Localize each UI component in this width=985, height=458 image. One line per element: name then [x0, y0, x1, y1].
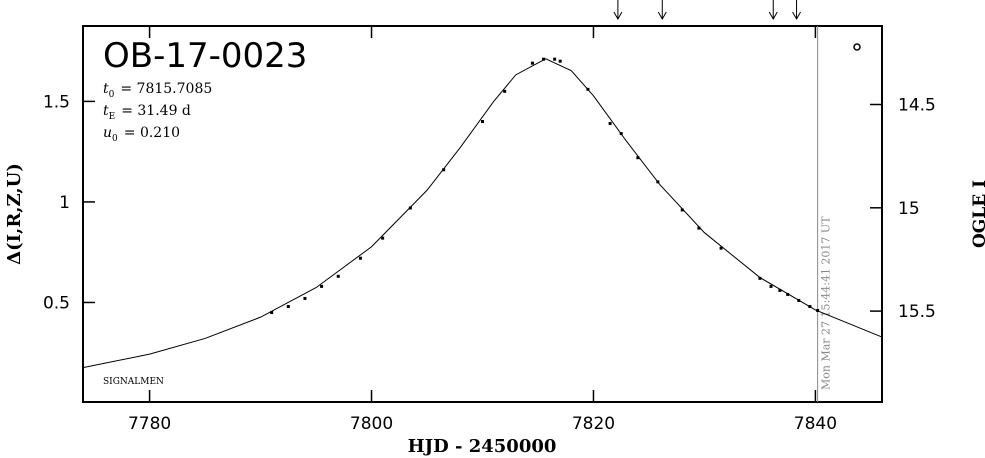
data-point: [270, 311, 274, 315]
data-point: [553, 57, 557, 61]
arrow: [613, 0, 623, 21]
data-point: [636, 156, 640, 160]
data-point: [586, 87, 590, 91]
x-tick-label: 7800: [350, 414, 393, 434]
data-point: [358, 256, 362, 260]
parameter-value: = 7815.7085: [120, 81, 212, 97]
footer: SIGNALMEN: [103, 377, 164, 387]
plot-frame: [82, 25, 883, 403]
arrow: [792, 0, 801, 21]
data-point: [697, 226, 701, 230]
parameter-value: = 0.210: [124, 125, 180, 141]
data-point: [808, 304, 812, 308]
data-point: [719, 246, 723, 250]
x-axis-label: HJD - 2450000: [408, 436, 557, 457]
chart-title: OB-17-0023: [103, 36, 307, 76]
parameter-symbol: t: [103, 81, 109, 97]
y-tick-label: 1.5: [43, 92, 70, 112]
data-point: [542, 57, 546, 61]
x-tick-label: 7840: [794, 414, 837, 434]
data-point: [320, 284, 324, 288]
arrow: [768, 0, 778, 21]
data-point: [442, 168, 446, 172]
data-point: [786, 292, 790, 296]
data-point: [619, 132, 623, 136]
y2-tick-label: 15: [898, 199, 920, 219]
data-point: [303, 296, 307, 300]
parameter-symbol: t: [103, 103, 109, 119]
data-point: [797, 298, 801, 302]
data-point: [530, 61, 534, 65]
data-point: [336, 274, 340, 278]
x-tick-label: 7780: [128, 414, 171, 434]
data-point: [769, 284, 773, 288]
parameter-value: = 31.49 d: [121, 103, 191, 119]
x-tick-label: 7820: [572, 414, 615, 434]
data-point: [680, 208, 684, 212]
data-point: [656, 180, 660, 184]
y2-axis-label: OGLE I: [970, 180, 985, 248]
parameter: u0 = 0.210: [103, 125, 180, 144]
data-point: [286, 304, 290, 308]
parameter-subscript: 0: [112, 134, 118, 144]
arrow: [657, 0, 667, 21]
parameter: tE = 31.49 d: [103, 103, 191, 122]
data-point: [778, 288, 782, 292]
symbol: [853, 43, 861, 51]
timestamp: Mon Mar 27 15:44:41 2017 UT: [820, 216, 833, 390]
y-tick-label: 0.5: [43, 293, 70, 313]
data-point: [481, 120, 484, 124]
parameter: t0 = 7815.7085: [103, 81, 212, 100]
model-curve: [82, 58, 883, 369]
data-point: [558, 59, 562, 63]
parameter-subscript: E: [109, 112, 116, 122]
data-point: [408, 206, 412, 210]
parameter-subscript: 0: [109, 90, 115, 100]
y-axis-label: Δ(I,R,Z,U): [4, 163, 25, 265]
data-point: [381, 236, 385, 240]
y2-tick-label: 14.5: [898, 96, 936, 116]
parameter-symbol: u: [103, 125, 112, 141]
data-point: [608, 122, 612, 126]
data-point: [816, 309, 820, 313]
data-point: [758, 276, 762, 280]
data-point: [503, 89, 507, 93]
y2-tick-label: 15.5: [898, 302, 936, 322]
y-tick-label: 1: [59, 193, 70, 213]
